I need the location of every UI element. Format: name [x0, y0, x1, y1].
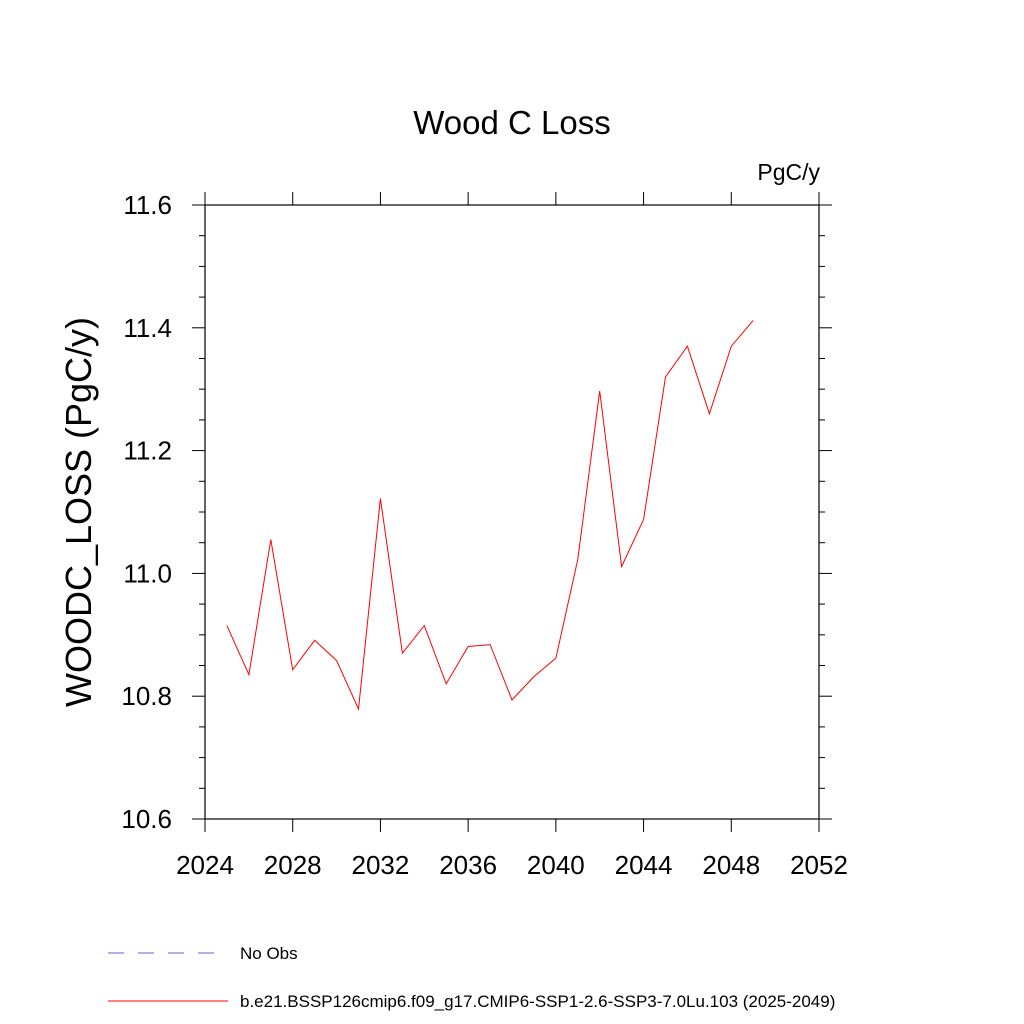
- x-tick-label: 2036: [439, 850, 497, 880]
- y-tick-label: 11.4: [123, 313, 172, 343]
- legend-label-model-run: b.e21.BSSP126cmip6.f09_g17.CMIP6-SSP1-2.…: [240, 992, 835, 1011]
- y-tick-label: 11.6: [123, 190, 172, 220]
- x-tick-label: 2040: [527, 850, 585, 880]
- x-tick-label: 2052: [790, 850, 848, 880]
- plot-frame: [204, 204, 820, 820]
- y-tick-label: 11.0: [123, 558, 172, 588]
- x-tick-label: 2024: [176, 850, 234, 880]
- axis-ticks: [192, 192, 832, 832]
- y-tick-label: 10.8: [121, 681, 172, 711]
- series-line: [226, 320, 754, 711]
- x-tick-label: 2028: [264, 850, 322, 880]
- legend-label-no-obs: No Obs: [240, 944, 298, 963]
- units-label: PgC/y: [757, 159, 820, 185]
- legend: No Obs b.e21.BSSP126cmip6.f09_g17.CMIP6-…: [108, 944, 835, 1011]
- y-tick-label: 11.2: [123, 436, 172, 466]
- axis-tick-labels: 2024 2028 2032 2036 2040 2044 2048 2052 10.6 10.8…: [121, 190, 848, 880]
- y-tick-label: 10.6: [121, 804, 172, 834]
- y-axis-label: WOODC_LOSS (PgC/y): [58, 317, 99, 707]
- series-layer: [226, 320, 754, 711]
- x-tick-label: 2048: [702, 850, 760, 880]
- x-tick-label: 2044: [615, 850, 673, 880]
- chart-title: Wood C Loss: [413, 104, 610, 141]
- x-tick-label: 2032: [352, 850, 410, 880]
